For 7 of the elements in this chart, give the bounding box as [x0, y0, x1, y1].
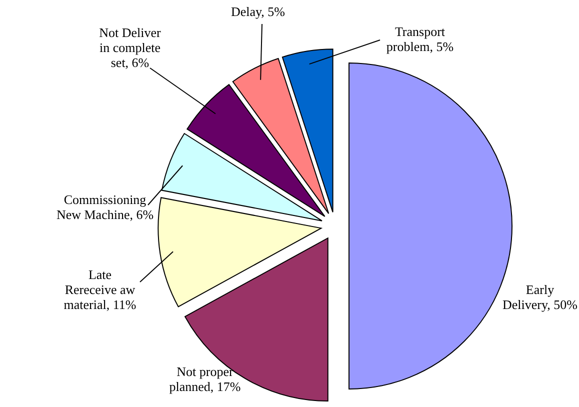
slice-label: Delay, 5% — [230, 4, 286, 19]
slice-label: Transport problem, 5% — [386, 24, 454, 54]
slice-label: Commissioning New Machine, 6% — [56, 192, 154, 222]
slice-label: Not Deliver in complete set, 6% — [99, 25, 162, 70]
slice-label: Early Delivery, 50% — [502, 282, 578, 312]
slice-label: Not proper planned, 17% — [169, 364, 241, 394]
slice-label: Late Rereceive aw material, 11% — [64, 267, 136, 312]
